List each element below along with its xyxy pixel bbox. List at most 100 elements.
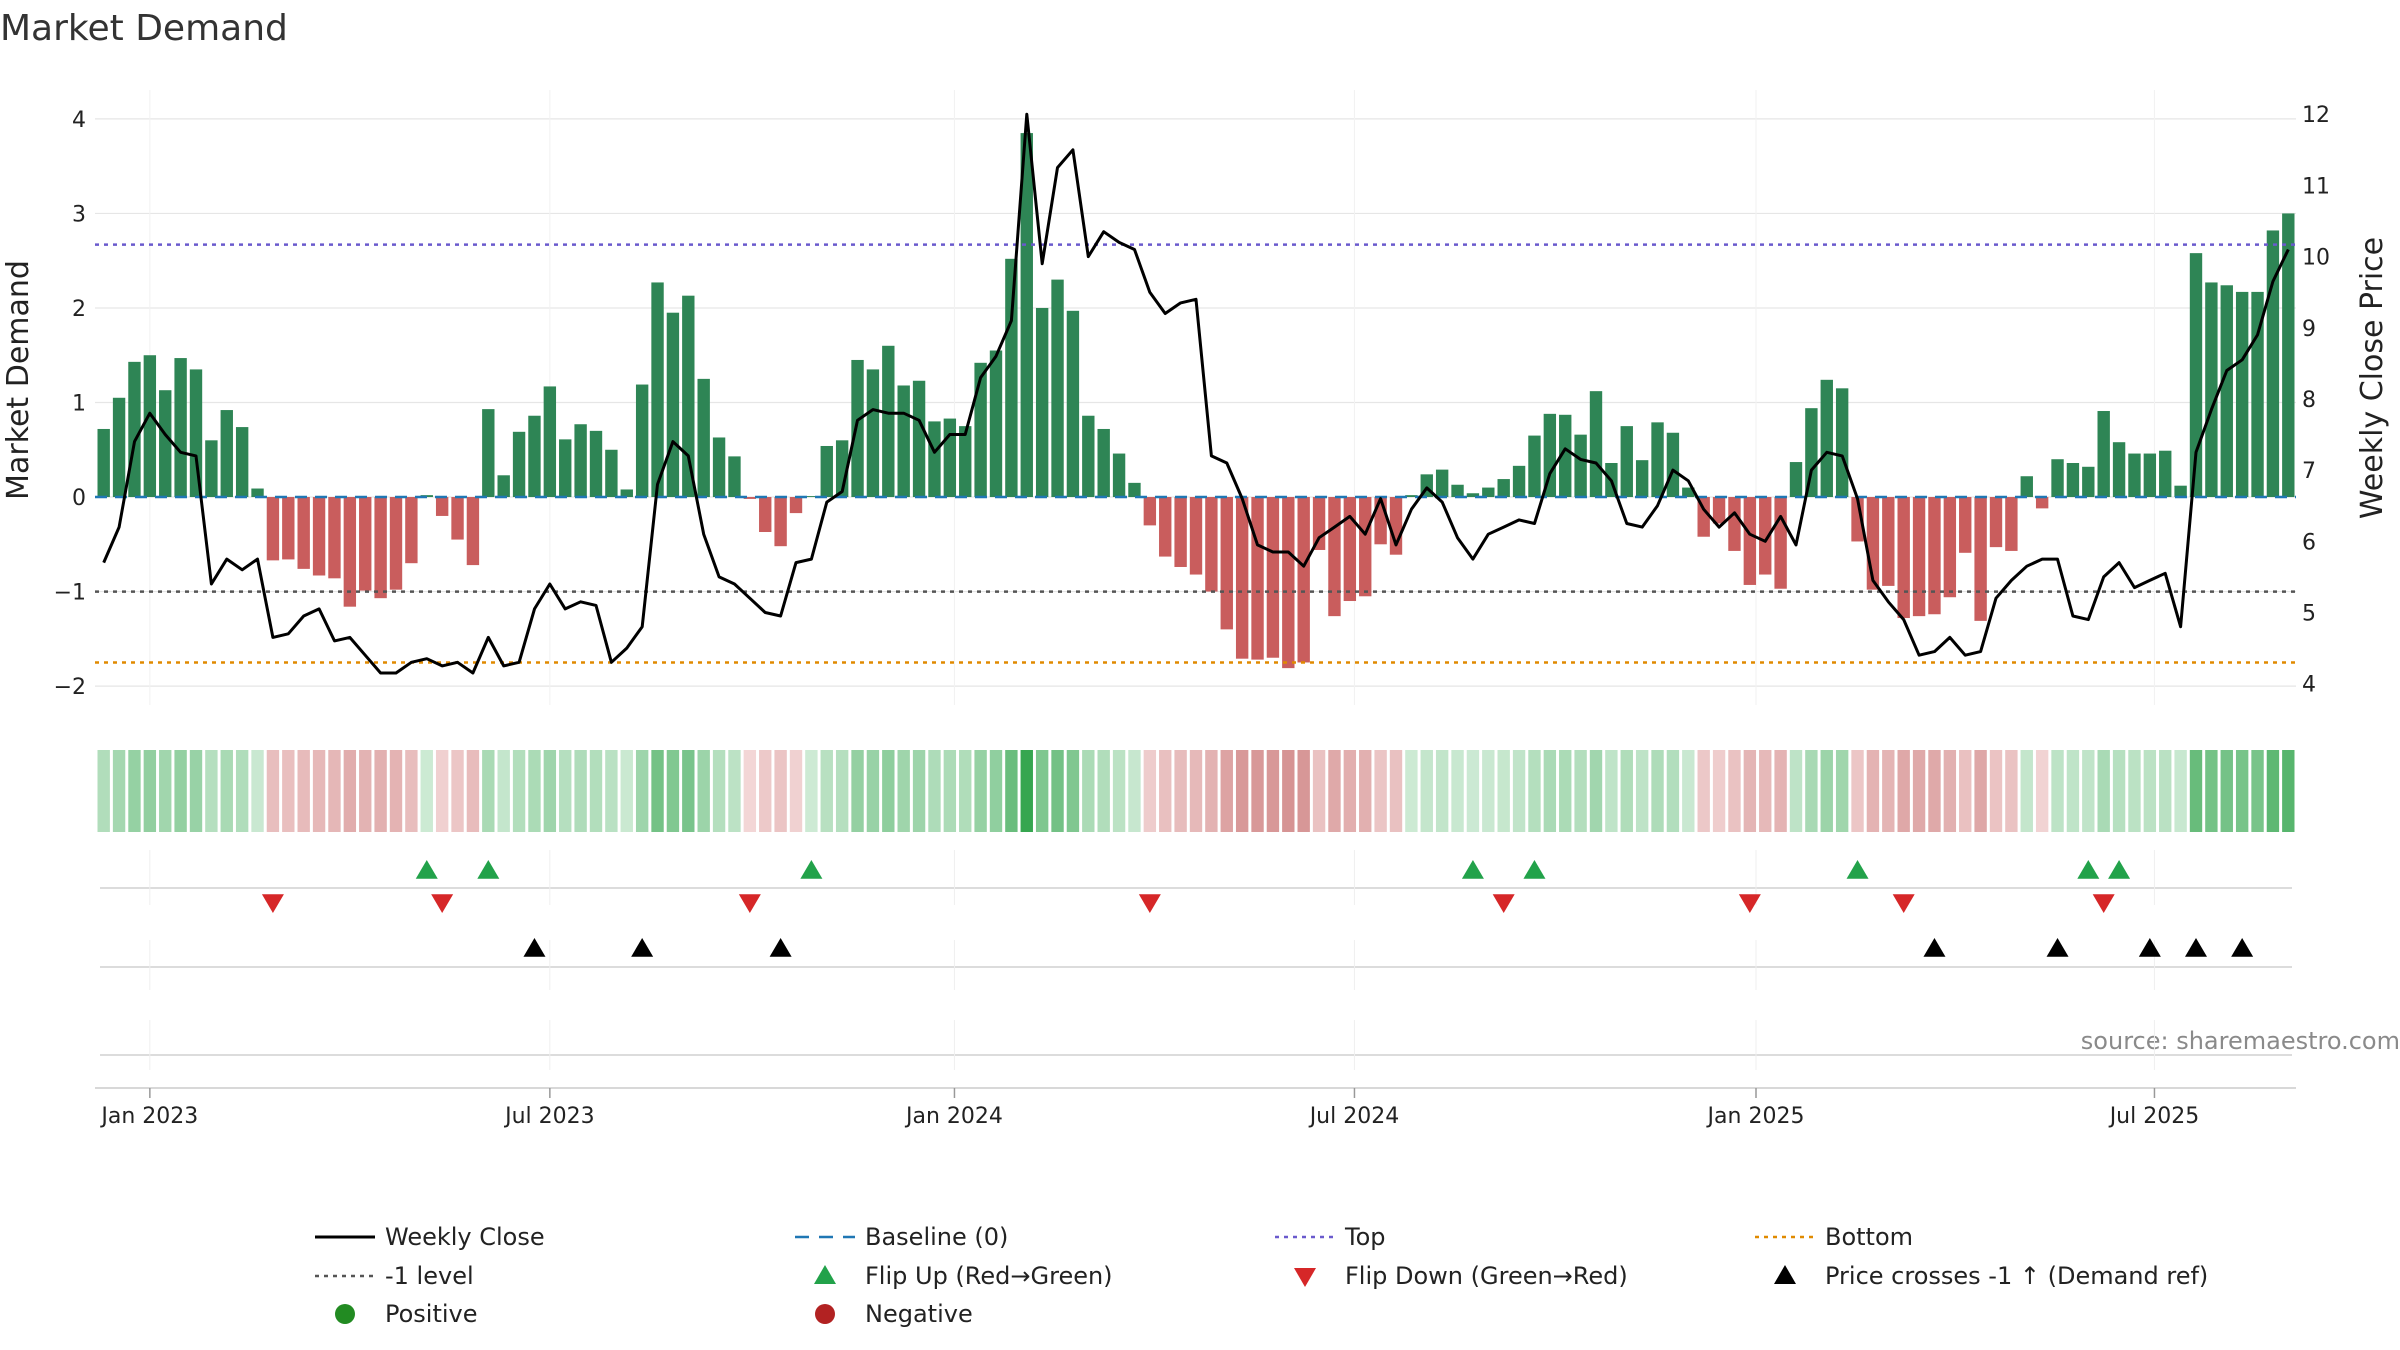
demand-bar-positive — [143, 355, 157, 498]
heat-cell — [1974, 750, 1987, 832]
demand-bar-positive — [605, 449, 618, 498]
demand-bar-positive — [497, 475, 510, 498]
legend-symbol-flip_down — [1294, 1268, 1316, 1287]
demand-bar-positive — [820, 445, 833, 498]
flip-up-marker — [1461, 860, 1484, 879]
heat-cell — [635, 750, 649, 832]
x-tick-label: Jul 2025 — [2108, 1104, 2200, 1129]
heat-cell — [159, 750, 172, 832]
source-attribution: source: sharemaestro.com — [2081, 1027, 2400, 1055]
demand-bar-negative — [743, 497, 757, 499]
legend-label-flip_up: Flip Up (Red→Green) — [865, 1262, 1113, 1290]
demand-bar-positive — [1066, 310, 1080, 498]
grid-layer — [95, 90, 2296, 705]
demand-bar-negative — [2005, 497, 2018, 551]
heat-cell — [1374, 750, 1387, 832]
demand-bar-positive — [1620, 426, 1633, 498]
y-left-tick-label: 3 — [72, 202, 86, 227]
demand-bar-positive — [97, 428, 110, 498]
heat-cell — [1574, 750, 1587, 832]
heat-cell — [1897, 750, 1910, 832]
heat-cell — [374, 750, 387, 832]
heat-cell — [389, 750, 403, 832]
demand-bar-positive — [2189, 253, 2203, 498]
demand-bar-positive — [2282, 213, 2295, 498]
legend-item-positive: Positive — [335, 1300, 478, 1328]
heat-cell — [359, 750, 372, 832]
demand-bar-positive — [2174, 485, 2187, 498]
y-left-tick-label: 1 — [72, 392, 86, 417]
heat-cell — [312, 750, 326, 832]
demand-bar-positive — [2235, 291, 2249, 498]
y-left-tick-label: 4 — [72, 108, 86, 133]
demand-bar-positive — [1051, 279, 1064, 498]
legend-label-top: Top — [1344, 1223, 1386, 1251]
demand-bar-positive — [2020, 476, 2033, 498]
heat-cell — [266, 750, 280, 832]
demand-bar-negative — [297, 497, 310, 569]
demand-bar-positive — [2097, 411, 2110, 498]
heat-cell — [1697, 750, 1710, 832]
heat-cell — [1097, 750, 1110, 832]
flip-down-marker — [1492, 894, 1515, 913]
chart-title: Market Demand — [0, 8, 288, 49]
heat-cell — [1112, 750, 1126, 832]
x-tick-label: Jul 2024 — [1308, 1104, 1400, 1129]
y-right-tick-label: 12 — [2302, 103, 2330, 128]
x-tick-label: Jul 2023 — [503, 1104, 595, 1129]
flip-up-marker — [2077, 860, 2100, 879]
heat-cell — [1789, 750, 1803, 832]
heat-cell — [420, 750, 433, 832]
heat-cell — [1712, 750, 1726, 832]
heat-cell — [97, 750, 110, 832]
heat-cell — [897, 750, 910, 832]
demand-bar-positive — [1005, 258, 1018, 498]
heat-cell — [1143, 750, 1157, 832]
demand-bar-negative — [1205, 497, 1218, 592]
demand-bar-positive — [974, 362, 987, 498]
demand-bar-positive — [666, 312, 680, 498]
demand-bar-negative — [1697, 497, 1710, 537]
y-axis-left-title: Market Demand — [1, 260, 36, 500]
demand-bar-positive — [1128, 482, 1141, 498]
legend-label-negative: Negative — [865, 1300, 973, 1328]
demand-bar-positive — [1589, 391, 1603, 498]
demand-bar-positive — [574, 424, 587, 498]
heat-cell — [297, 750, 310, 832]
price-cross-marker — [2185, 938, 2207, 957]
y-left-tick-label: 0 — [72, 486, 86, 511]
heat-cell — [1082, 750, 1095, 832]
y-right-tick-label: 6 — [2302, 530, 2316, 555]
demand-bar-positive — [1559, 414, 1572, 498]
demand-bar-positive — [2066, 463, 2080, 498]
heat-cell — [1359, 750, 1372, 832]
heat-cell — [1528, 750, 1541, 832]
heat-cell — [251, 750, 264, 832]
legend-label-minus_one: -1 level — [385, 1262, 474, 1290]
heat-cell — [1743, 750, 1757, 832]
demand-bar-negative — [1189, 497, 1203, 575]
heat-cell — [543, 750, 557, 832]
heat-cell — [2143, 750, 2157, 832]
demand-bar-positive — [174, 358, 187, 498]
heat-cell — [1774, 750, 1787, 832]
heat-cell — [835, 750, 849, 832]
demand-bar-negative — [1897, 497, 1910, 619]
heat-cell — [2082, 750, 2095, 832]
heat-cell — [1635, 750, 1649, 832]
demand-bar-positive — [235, 427, 249, 498]
heat-strip-layer — [97, 750, 2295, 832]
heat-cell — [943, 750, 957, 832]
reference-lines-layer — [95, 243, 2296, 664]
heat-cell — [851, 750, 864, 832]
demand-bar-negative — [1143, 497, 1157, 526]
demand-bar-negative — [1343, 497, 1357, 602]
demand-bar-negative — [328, 497, 341, 579]
demand-bar-negative — [759, 497, 772, 533]
demand-bar-negative — [1959, 497, 1972, 553]
price-cross-marker — [1923, 938, 1946, 957]
heat-cell — [343, 750, 357, 832]
demand-bar-positive — [543, 386, 557, 498]
demand-bar-positive — [1482, 487, 1495, 498]
